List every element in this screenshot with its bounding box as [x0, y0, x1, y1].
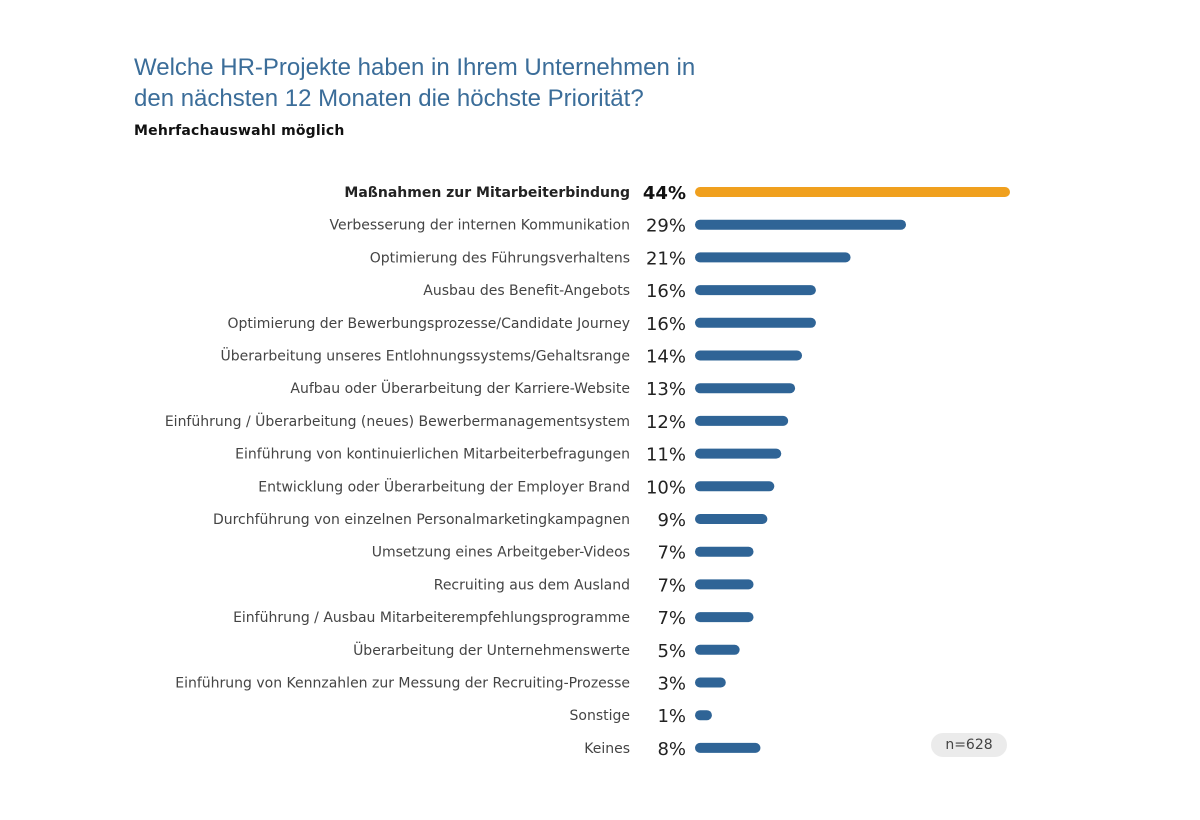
category-label: Einführung von Kennzahlen zur Messung de… — [175, 676, 630, 692]
value-label: 12% — [646, 412, 686, 433]
value-label: 29% — [646, 216, 686, 237]
category-label: Optimierung der Bewerbungsprozesse/Candi… — [228, 316, 630, 332]
value-label: 9% — [657, 510, 686, 531]
chart-title-line-1: Welche HR-Projekte haben in Ihrem Untern… — [134, 54, 696, 81]
value-label: 21% — [646, 248, 686, 269]
category-label: Einführung / Ausbau Mitarbeiterempfehlun… — [233, 610, 630, 626]
category-label: Maßnahmen zur Mitarbeiterbindung — [344, 185, 630, 201]
value-label: 1% — [657, 706, 686, 727]
category-label: Ausbau des Benefit-Angebots — [423, 283, 630, 299]
chart-subtitle: Mehrfachauswahl möglich — [134, 123, 345, 139]
value-label: 16% — [646, 281, 686, 302]
category-label: Einführung von kontinuierlichen Mitarbei… — [235, 447, 630, 463]
value-label: 11% — [646, 445, 686, 466]
category-label: Recruiting aus dem Ausland — [434, 577, 630, 593]
category-label: Aufbau oder Überarbeitung der Karriere-W… — [290, 379, 630, 397]
value-label: 7% — [657, 575, 686, 596]
category-label: Optimierung des Führungsverhaltens — [370, 250, 630, 266]
category-label: Sonstige — [570, 708, 631, 724]
chart-title: Welche HR-Projekte haben in Ihrem Untern… — [134, 52, 754, 114]
value-label: 5% — [657, 641, 686, 662]
sample-size-badge: n=628 — [931, 733, 1007, 757]
value-label: 16% — [646, 314, 686, 335]
value-label: 7% — [657, 543, 686, 564]
category-label: Entwicklung oder Überarbeitung der Emplo… — [258, 477, 630, 495]
category-label: Einführung / Überarbeitung (neues) Bewer… — [165, 412, 630, 430]
chart-title-line-2: den nächsten 12 Monaten die höchste Prio… — [134, 85, 644, 112]
category-label: Verbesserung der internen Kommunikation — [329, 218, 630, 234]
value-label: 3% — [657, 674, 686, 695]
category-label: Überarbeitung unseres Entlohnungssystems… — [220, 347, 630, 365]
category-label: Durchführung von einzelnen Personalmarke… — [213, 512, 630, 528]
value-label: 44% — [643, 183, 686, 204]
category-label: Umsetzung eines Arbeitgeber-Videos — [372, 545, 630, 561]
category-label: Keines — [584, 741, 630, 757]
value-label: 7% — [657, 608, 686, 629]
category-label: Überarbeitung der Unternehmenswerte — [353, 641, 630, 659]
value-label: 10% — [646, 477, 686, 498]
value-label: 8% — [657, 739, 686, 760]
value-label: 14% — [646, 347, 686, 368]
value-label: 13% — [646, 379, 686, 400]
